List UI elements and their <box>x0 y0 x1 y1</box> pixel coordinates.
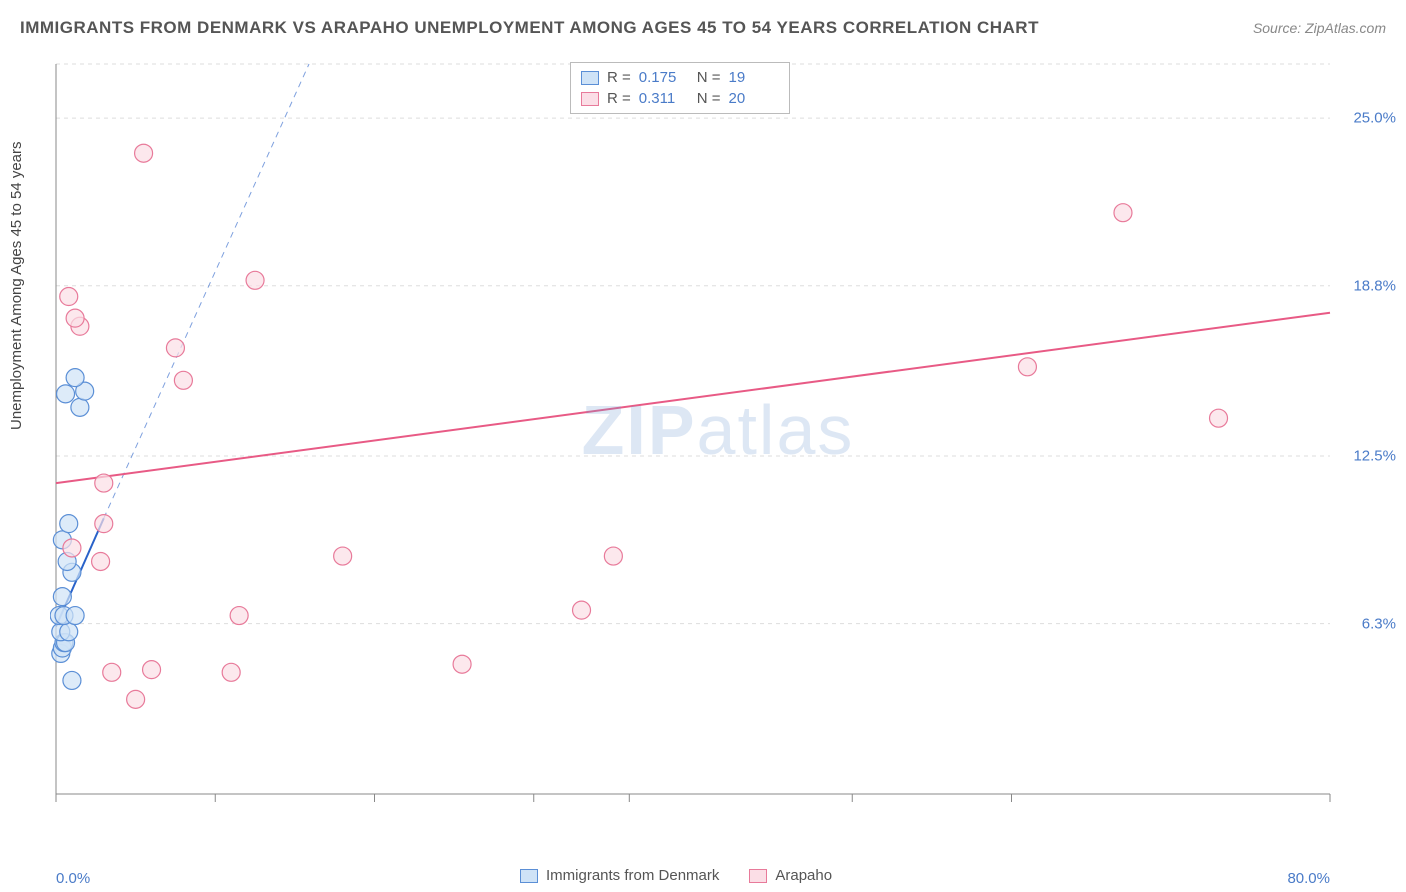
stats-box: R = 0.175 N = 19 R = 0.311 N = 20 <box>570 62 790 114</box>
y-tick-label: 12.5% <box>1353 448 1396 465</box>
plot-area: ZIPatlas <box>50 60 1386 830</box>
swatch-arapaho <box>581 92 599 106</box>
n-label-2: N = <box>697 90 721 107</box>
legend-swatch-arapaho <box>749 869 767 883</box>
x-tick-label: 80.0% <box>1287 870 1330 887</box>
n-value-arapaho: 20 <box>729 90 779 107</box>
legend-label-denmark: Immigrants from Denmark <box>546 867 719 884</box>
r-value-denmark: 0.175 <box>639 69 689 86</box>
n-value-denmark: 19 <box>729 69 779 86</box>
stats-row-denmark: R = 0.175 N = 19 <box>581 67 779 88</box>
r-label: R = <box>607 69 631 86</box>
y-tick-label: 25.0% <box>1353 110 1396 127</box>
legend-swatch-denmark <box>520 869 538 883</box>
y-axis-label: Unemployment Among Ages 45 to 54 years <box>8 141 25 430</box>
chart-container: IMMIGRANTS FROM DENMARK VS ARAPAHO UNEMP… <box>0 0 1406 892</box>
source-label: Source: ZipAtlas.com <box>1253 20 1386 36</box>
bottom-legend: Immigrants from Denmark Arapaho <box>520 867 832 884</box>
chart-svg <box>50 60 1386 830</box>
x-tick-label: 0.0% <box>56 870 90 887</box>
stats-row-arapaho: R = 0.311 N = 20 <box>581 88 779 109</box>
legend-item-arapaho: Arapaho <box>749 867 832 884</box>
chart-title: IMMIGRANTS FROM DENMARK VS ARAPAHO UNEMP… <box>20 18 1039 38</box>
r-label-2: R = <box>607 90 631 107</box>
legend-label-arapaho: Arapaho <box>775 867 832 884</box>
n-label: N = <box>697 69 721 86</box>
r-value-arapaho: 0.311 <box>639 90 689 107</box>
legend-item-denmark: Immigrants from Denmark <box>520 867 719 884</box>
y-tick-label: 6.3% <box>1362 615 1396 632</box>
swatch-denmark <box>581 71 599 85</box>
y-tick-label: 18.8% <box>1353 277 1396 294</box>
